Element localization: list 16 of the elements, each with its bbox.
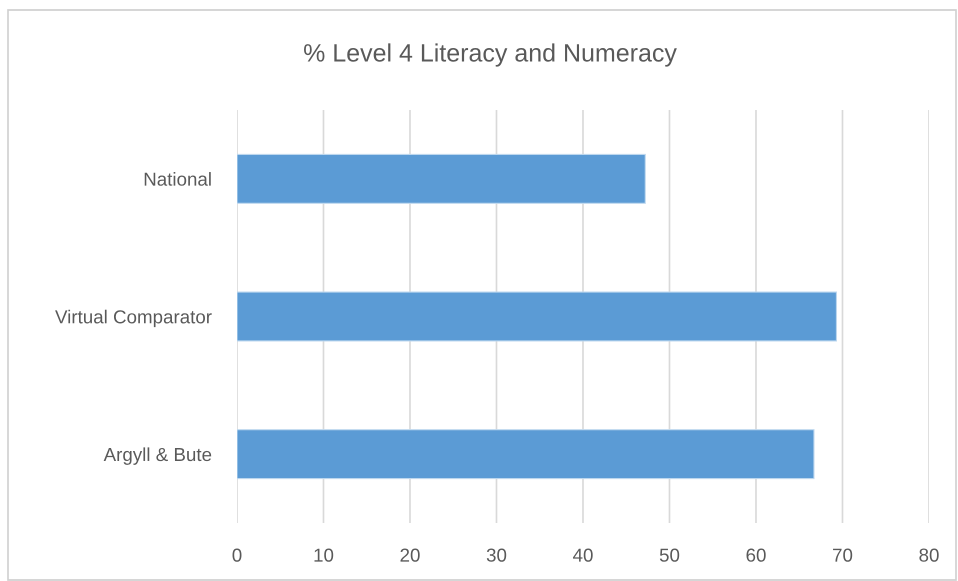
x-tick-label: 60 (746, 548, 766, 562)
y-tick-label: National (144, 172, 211, 186)
x-tick-label: 50 (660, 548, 680, 562)
x-tick-label: 80 (919, 548, 939, 562)
chart-title: % Level 4 Literacy and Numeracy (304, 43, 677, 67)
x-tick-label: 70 (833, 548, 852, 562)
bar (237, 154, 646, 204)
x-tick-label: 10 (314, 548, 334, 562)
x-tick-label: 0 (232, 548, 242, 562)
x-tick-label: 20 (400, 548, 420, 562)
y-tick-label: Virtual Comparator (55, 310, 212, 328)
bar (237, 292, 837, 342)
bar (237, 429, 815, 480)
x-tick-label: 40 (573, 548, 593, 562)
y-tick-label: Argyll & Bute (104, 447, 212, 465)
x-tick-label: 30 (486, 548, 506, 562)
